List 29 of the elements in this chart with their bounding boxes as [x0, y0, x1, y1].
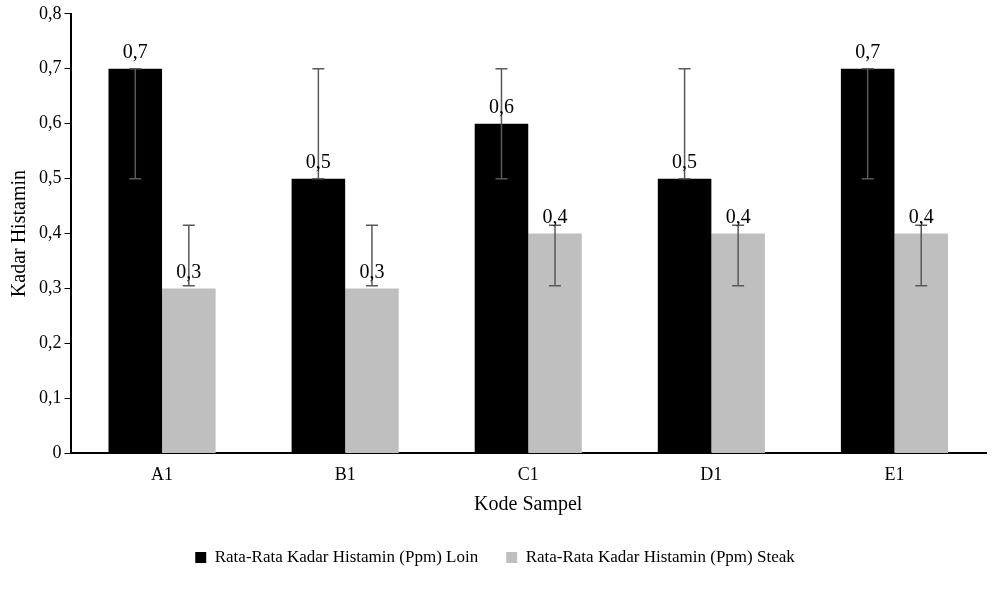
y-tick-label: 0,8 — [39, 2, 62, 23]
y-tick-label: 0,6 — [39, 112, 62, 133]
y-tick-label: 0,1 — [39, 387, 62, 408]
bar — [711, 233, 765, 453]
x-tick-label: E1 — [884, 463, 905, 484]
y-tick-label: 0,2 — [39, 332, 62, 353]
legend-label: Rata-Rata Kadar Histamin (Ppm) Loin — [214, 546, 479, 566]
bar — [528, 233, 582, 453]
data-label: 0,7 — [855, 40, 881, 62]
data-label: 0,7 — [122, 40, 148, 62]
data-label: 0,4 — [908, 204, 934, 227]
x-tick-label: B1 — [334, 463, 356, 484]
y-tick-label: 0,7 — [39, 57, 62, 78]
x-axis-title: Kode Sampel — [474, 492, 583, 516]
y-tick-label: 0,5 — [39, 167, 62, 188]
data-label: 0,4 — [542, 204, 568, 227]
bar — [345, 288, 399, 453]
y-tick-label: 0,3 — [39, 277, 62, 298]
y-tick-label: 0,4 — [39, 222, 62, 243]
legend-label: Rata-Rata Kadar Histamin (Ppm) Steak — [525, 546, 796, 566]
y-tick-label: 0 — [52, 442, 62, 463]
bar — [894, 233, 949, 453]
y-axis-title: Kadar Histamin — [7, 170, 30, 298]
x-tick-label: C1 — [517, 463, 539, 484]
x-tick-label: D1 — [700, 463, 723, 484]
x-tick-label: A1 — [151, 463, 174, 484]
data-label: 0,3 — [359, 259, 385, 282]
bar — [162, 288, 216, 453]
data-label: 0,4 — [725, 204, 751, 227]
